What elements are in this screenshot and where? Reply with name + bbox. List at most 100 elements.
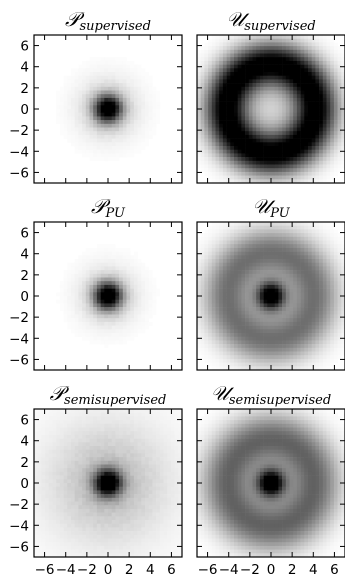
heatmap-cell	[330, 168, 335, 173]
heatmap-cell	[248, 38, 253, 43]
heatmap-cell	[141, 83, 146, 88]
heatmap-cell	[115, 112, 120, 117]
heatmap-cell	[285, 79, 290, 84]
heatmap-cell	[267, 333, 272, 337]
heatmap-cell	[200, 336, 205, 341]
heatmap-cell	[226, 38, 231, 43]
heatmap-cell	[322, 168, 327, 173]
heatmap-cell	[37, 427, 42, 432]
heatmap-cell	[274, 351, 279, 356]
heatmap-cell	[230, 273, 235, 278]
heatmap-cell	[274, 344, 279, 349]
heatmap-cell	[326, 240, 331, 245]
heatmap-cell	[115, 292, 120, 297]
heatmap-cell	[141, 325, 146, 330]
heatmap-cell	[333, 229, 338, 234]
heatmap-cell	[104, 288, 109, 293]
heatmap-cell	[282, 251, 287, 256]
heatmap-cell	[333, 134, 338, 139]
heatmap-cell	[34, 508, 38, 513]
heatmap-cell	[208, 321, 213, 326]
heatmap-cell	[93, 142, 98, 147]
heatmap-cell	[308, 60, 312, 65]
heatmap-cell	[304, 318, 309, 323]
heatmap-cell	[293, 284, 298, 289]
heatmap-cell	[259, 244, 264, 249]
heatmap-cell	[278, 79, 283, 84]
heatmap-cell	[267, 288, 272, 293]
heatmap-cell	[85, 333, 90, 337]
heatmap-cell	[130, 277, 135, 282]
heatmap-cell	[67, 303, 72, 308]
heatmap-cell	[308, 222, 312, 226]
heatmap-cell	[315, 314, 320, 319]
heatmap-cell	[96, 94, 101, 99]
heatmap-cell	[67, 75, 72, 80]
heatmap-cell	[296, 134, 301, 139]
heatmap-cell	[282, 160, 287, 165]
heatmap-cell	[341, 49, 345, 54]
heatmap-cell	[296, 83, 301, 88]
heatmap-cell	[322, 116, 327, 121]
heatmap-cell	[219, 307, 224, 312]
heatmap-cell	[226, 351, 231, 356]
heatmap-cell	[311, 351, 316, 356]
heatmap-cell	[89, 112, 94, 117]
heatmap-cell	[34, 542, 38, 547]
heatmap-cell	[315, 277, 320, 282]
heatmap-cell	[222, 142, 227, 147]
heatmap-cell	[108, 116, 112, 121]
heatmap-cell	[248, 259, 253, 263]
heatmap-cell	[145, 94, 149, 99]
heatmap-cell	[219, 240, 224, 245]
heatmap-cell	[93, 153, 98, 158]
heatmap-cell	[337, 270, 342, 275]
heatmap-cell	[326, 288, 331, 293]
heatmap-cell	[263, 270, 268, 275]
heatmap-cell	[52, 475, 57, 480]
heatmap-cell	[259, 53, 264, 58]
heatmap-cell	[82, 329, 87, 334]
heatmap-cell	[133, 281, 138, 286]
heatmap-cell	[137, 64, 142, 69]
heatmap-cell	[234, 72, 238, 76]
heatmap-cell	[271, 236, 275, 241]
heatmap-cell	[71, 523, 75, 528]
heatmap-cell	[145, 86, 149, 91]
heatmap-cell	[241, 171, 246, 176]
heatmap-cell	[78, 453, 83, 458]
heatmap-cell	[100, 307, 105, 312]
heatmap-cell	[256, 164, 261, 169]
heatmap-cell	[85, 112, 90, 117]
heatmap-cell	[241, 355, 246, 360]
heatmap-cell	[308, 314, 312, 319]
heatmap-cell	[263, 53, 268, 58]
heatmap-cell	[267, 153, 272, 158]
heatmap-cell	[289, 46, 294, 51]
heatmap-cell	[56, 538, 61, 543]
heatmap-cell	[204, 347, 209, 352]
heatmap-cell	[248, 347, 253, 352]
heatmap-cell	[263, 72, 268, 76]
heatmap-cell	[256, 46, 261, 51]
heatmap-cell	[333, 171, 338, 176]
heatmap-cell	[304, 42, 309, 47]
heatmap-cell	[267, 366, 272, 371]
heatmap-cell	[74, 146, 79, 150]
heatmap-cell	[208, 160, 213, 165]
heatmap-cell	[96, 255, 101, 260]
heatmap-cell	[300, 284, 305, 289]
heatmap-cell	[78, 83, 83, 88]
heatmap-cell	[115, 120, 120, 125]
heatmap-cell	[222, 105, 227, 110]
heatmap-cell	[96, 247, 101, 252]
heatmap-cell	[296, 303, 301, 308]
heatmap-cell	[78, 416, 83, 421]
heatmap-cell	[267, 318, 272, 323]
heatmap-cell	[234, 112, 238, 117]
heatmap-cell	[333, 116, 338, 121]
heatmap-cell	[226, 60, 231, 65]
heatmap-cell	[282, 46, 287, 51]
heatmap-cell	[293, 358, 298, 363]
heatmap-cells	[34, 409, 183, 558]
